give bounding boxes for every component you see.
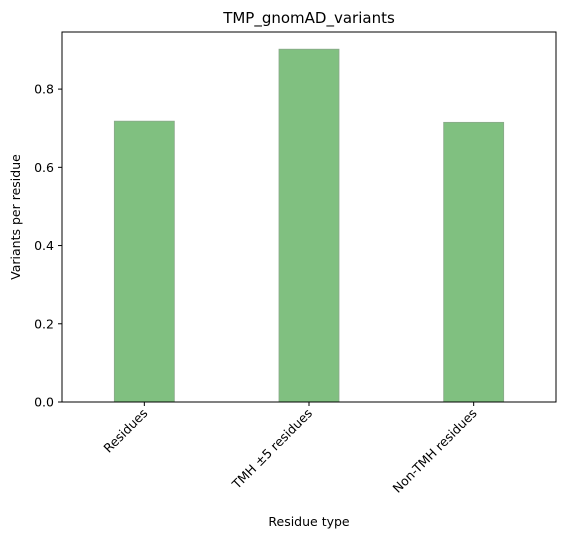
- x-tick-label: Non-TMH residues: [389, 406, 479, 496]
- y-tick-label: 0.8: [34, 82, 54, 97]
- chart-title: TMP_gnomAD_variants: [222, 9, 395, 28]
- bar: [443, 121, 505, 403]
- x-tick-label: Residues: [100, 406, 150, 456]
- plot-area-frame: [61, 31, 557, 403]
- y-tick-label: 0.2: [34, 316, 54, 331]
- y-axis-label: Variants per residue: [8, 154, 23, 280]
- bar: [113, 120, 175, 403]
- x-tick-label: TMH ±5 residues: [228, 406, 315, 493]
- y-tick-label: 0.4: [34, 238, 54, 253]
- bar: [278, 48, 340, 403]
- y-tick-label: 0.0: [34, 395, 54, 410]
- y-tick-label: 0.6: [34, 160, 54, 175]
- x-axis-label: Residue type: [268, 514, 350, 529]
